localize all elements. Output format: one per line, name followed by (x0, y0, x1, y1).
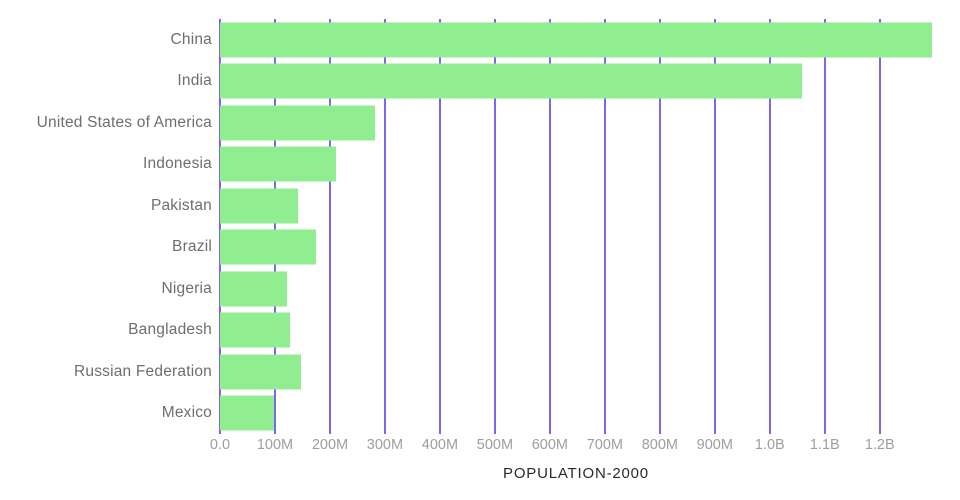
bar-russian-federation[interactable] (220, 354, 301, 390)
bar-china[interactable] (220, 22, 932, 58)
gridline (548, 19, 551, 434)
category-label: India (177, 72, 212, 90)
category-label: United States of America (36, 113, 212, 131)
bar-united-states-of-america[interactable] (220, 105, 375, 141)
x-tick-label: 1.1B (809, 437, 840, 453)
chart-title: POPULATION-2000 (503, 465, 649, 482)
x-axis-tick-labels: 0.0 100M 200M 300M 400M 500M 600M 700M 800M 900M 1… (0, 437, 960, 455)
gridline (273, 19, 276, 434)
bar-mexico[interactable] (220, 395, 274, 431)
category-label: China (170, 30, 212, 48)
bar-row (220, 268, 932, 310)
x-tick-label: 200M (311, 437, 349, 453)
x-tick-label: 400M (421, 437, 459, 453)
bar-row (220, 185, 932, 227)
gridline (603, 19, 606, 434)
bar-row (220, 351, 932, 393)
gridline (383, 19, 386, 434)
x-tick-label: 900M (696, 437, 733, 453)
gridline (658, 19, 661, 434)
bar-row (220, 227, 932, 269)
gridline (713, 19, 716, 434)
gridline (438, 19, 441, 434)
category-label: Bangladesh (128, 321, 212, 339)
y-axis-line (219, 19, 221, 434)
bar-india[interactable] (220, 63, 802, 99)
bar-row (220, 102, 932, 144)
x-tick-label: 1.0B (754, 437, 785, 453)
bar-nigeria[interactable] (220, 271, 287, 307)
category-label: Russian Federation (73, 362, 212, 380)
category-label: Indonesia (142, 155, 212, 173)
x-tick-label: 100M (256, 437, 294, 453)
x-tick-label: 0.0 (209, 437, 231, 453)
gridline (328, 19, 331, 434)
y-axis-category-labels: China India United States of America Indone… (0, 19, 212, 434)
category-label: Pakistan (150, 196, 212, 214)
bar-row (220, 19, 932, 61)
x-tick-label: 700M (586, 437, 623, 453)
bar-row (220, 61, 932, 103)
plot-area (219, 19, 932, 434)
gridline (493, 19, 496, 434)
bar-bangladesh[interactable] (220, 312, 290, 348)
x-tick-label: 600M (531, 437, 569, 453)
gridline (823, 19, 826, 434)
x-tick-label: 300M (366, 437, 404, 453)
category-label: Nigeria (161, 279, 212, 297)
bar-brazil[interactable] (220, 229, 316, 265)
bar-row (220, 310, 932, 352)
category-label: Brazil (172, 238, 212, 256)
bar-indonesia[interactable] (220, 146, 336, 182)
bar-row (220, 144, 932, 186)
x-tick-label: 800M (641, 437, 678, 453)
x-tick-label: 500M (476, 437, 514, 453)
bar-row (220, 393, 932, 435)
x-tick-label: 1.2B (864, 437, 895, 453)
category-label: Mexico (161, 404, 212, 422)
bar-pakistan[interactable] (220, 188, 298, 224)
bar-series (220, 19, 932, 434)
gridline (768, 19, 771, 434)
gridline (878, 19, 881, 434)
